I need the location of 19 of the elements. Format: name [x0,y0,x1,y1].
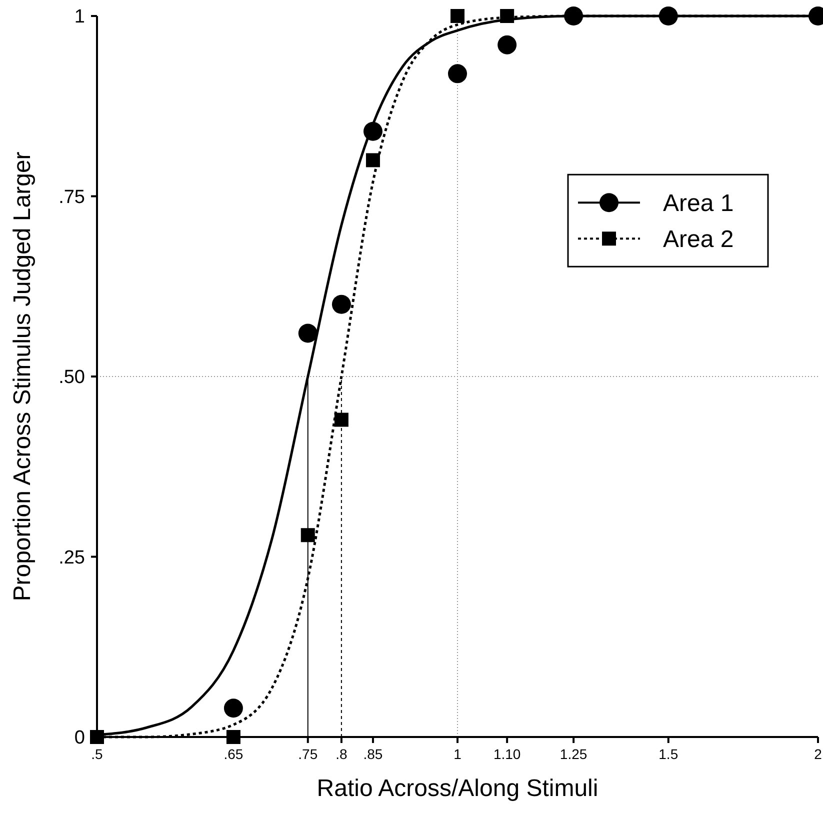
y-axis-title: Proportion Across Stimulus Judged Larger [9,152,36,602]
y-tick-label: 0 [74,728,85,749]
x-tick-label: 1 [454,746,462,762]
y-tick-label: .75 [58,186,85,208]
x-tick-label: .65 [224,746,244,762]
legend-label: Area 2 [663,226,734,254]
legend-label: Area 1 [663,190,734,218]
x-tick-label: .5 [91,746,104,762]
x-tick-label: .75 [298,746,318,762]
x-axis-title: Ratio Across/Along Stimuli [316,775,598,802]
y-tick-label: .25 [58,547,85,568]
y-tick-label: 1 [74,6,85,28]
x-tick-label: .85 [363,746,383,762]
x-tick-label: .8 [336,746,348,762]
x-tick-label: 2 [814,746,822,762]
x-tick-label: 1.5 [658,746,678,762]
x-tick-label: 1.25 [560,746,588,762]
x-tick-label: 1.10 [493,746,521,762]
y-tick-label: .50 [58,367,85,388]
